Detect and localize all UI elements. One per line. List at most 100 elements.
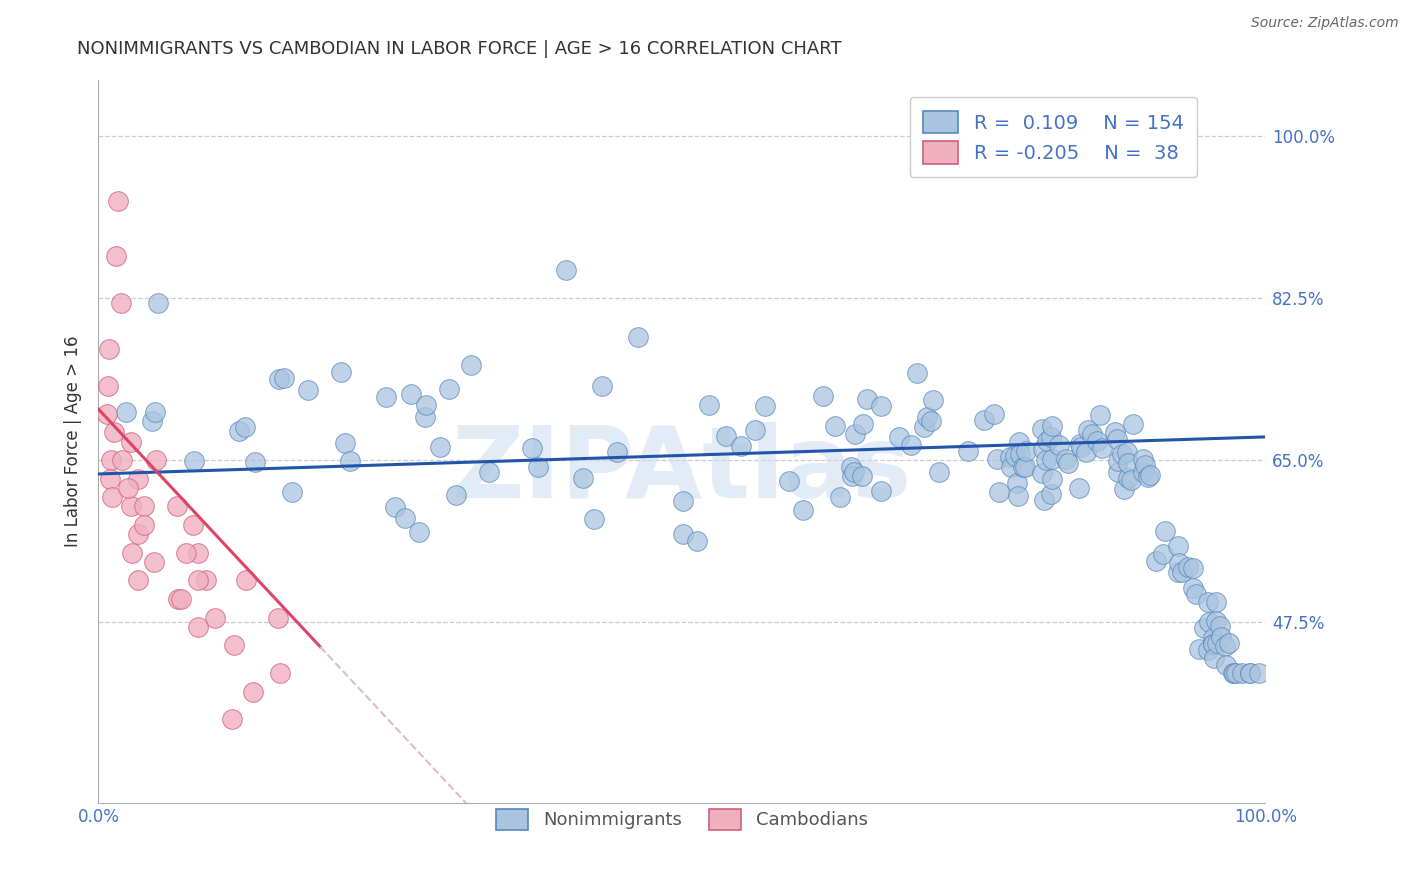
Point — [1119, 473, 1142, 487]
Point — [235, 574, 257, 588]
Point — [110, 295, 132, 310]
Point — [114, 404, 136, 418]
Point — [1111, 447, 1133, 461]
Point — [527, 459, 550, 474]
Y-axis label: In Labor Force | Age > 16: In Labor Force | Age > 16 — [65, 335, 83, 548]
Point — [1152, 547, 1174, 561]
Point — [915, 409, 938, 424]
Point — [1184, 587, 1206, 601]
Point — [121, 546, 143, 560]
Point — [983, 408, 1005, 422]
Point — [107, 194, 129, 208]
Text: NONIMMIGRANTS VS CAMBODIAN IN LABOR FORCE | AGE > 16 CORRELATION CHART: NONIMMIGRANTS VS CAMBODIAN IN LABOR FORC… — [77, 40, 842, 58]
Point — [1040, 487, 1063, 501]
Point — [166, 592, 188, 607]
Point — [1122, 417, 1144, 431]
Point — [1204, 651, 1226, 665]
Point — [1107, 453, 1129, 467]
Point — [242, 684, 264, 698]
Point — [583, 512, 606, 526]
Point — [1225, 666, 1247, 681]
Point — [439, 382, 461, 396]
Point — [844, 427, 866, 442]
Point — [224, 638, 246, 652]
Point — [744, 424, 766, 438]
Point — [828, 490, 851, 504]
Point — [1171, 565, 1194, 579]
Point — [716, 429, 738, 443]
Point — [1132, 465, 1154, 479]
Point — [1202, 636, 1225, 650]
Point — [1239, 666, 1261, 681]
Point — [1039, 429, 1062, 443]
Point — [1077, 423, 1099, 437]
Point — [905, 366, 928, 380]
Point — [606, 445, 628, 459]
Point — [1205, 614, 1227, 628]
Point — [148, 295, 170, 310]
Point — [1135, 458, 1157, 473]
Point — [672, 494, 695, 508]
Point — [183, 454, 205, 468]
Point — [1168, 556, 1191, 570]
Point — [280, 485, 302, 500]
Point — [1014, 460, 1036, 475]
Point — [329, 365, 352, 379]
Point — [127, 527, 149, 541]
Point — [97, 342, 120, 356]
Point — [1116, 456, 1139, 470]
Point — [187, 574, 209, 588]
Point — [1230, 666, 1253, 681]
Point — [672, 527, 695, 541]
Point — [141, 414, 163, 428]
Point — [686, 533, 709, 548]
Point — [792, 503, 814, 517]
Point — [1139, 468, 1161, 483]
Point — [134, 517, 156, 532]
Point — [591, 379, 613, 393]
Point — [1070, 440, 1092, 454]
Point — [1007, 489, 1029, 503]
Point — [297, 383, 319, 397]
Point — [870, 483, 893, 498]
Point — [1116, 471, 1139, 485]
Point — [103, 425, 125, 440]
Point — [1136, 470, 1159, 484]
Point — [1104, 425, 1126, 439]
Point — [111, 453, 134, 467]
Point — [852, 417, 875, 431]
Point — [132, 500, 155, 514]
Point — [399, 386, 422, 401]
Point — [1215, 658, 1237, 673]
Point — [1208, 619, 1230, 633]
Point — [912, 420, 935, 434]
Point — [555, 263, 578, 277]
Point — [1197, 642, 1219, 657]
Point — [375, 390, 398, 404]
Point — [415, 398, 437, 412]
Point — [394, 510, 416, 524]
Point — [1090, 408, 1112, 422]
Point — [273, 371, 295, 385]
Point — [900, 438, 922, 452]
Point — [1074, 445, 1097, 459]
Point — [100, 472, 122, 486]
Point — [245, 455, 267, 469]
Point — [1004, 449, 1026, 463]
Point — [269, 372, 291, 386]
Point — [1032, 492, 1054, 507]
Legend: Nonimmigrants, Cambodians: Nonimmigrants, Cambodians — [489, 802, 875, 837]
Point — [1116, 444, 1139, 458]
Point — [1090, 442, 1112, 456]
Point — [1036, 434, 1059, 448]
Point — [856, 392, 879, 407]
Point — [956, 444, 979, 458]
Point — [1192, 622, 1215, 636]
Point — [1000, 460, 1022, 475]
Point — [572, 471, 595, 485]
Point — [127, 574, 149, 588]
Point — [1198, 615, 1220, 629]
Point — [627, 330, 650, 344]
Point — [228, 425, 250, 439]
Point — [100, 453, 122, 467]
